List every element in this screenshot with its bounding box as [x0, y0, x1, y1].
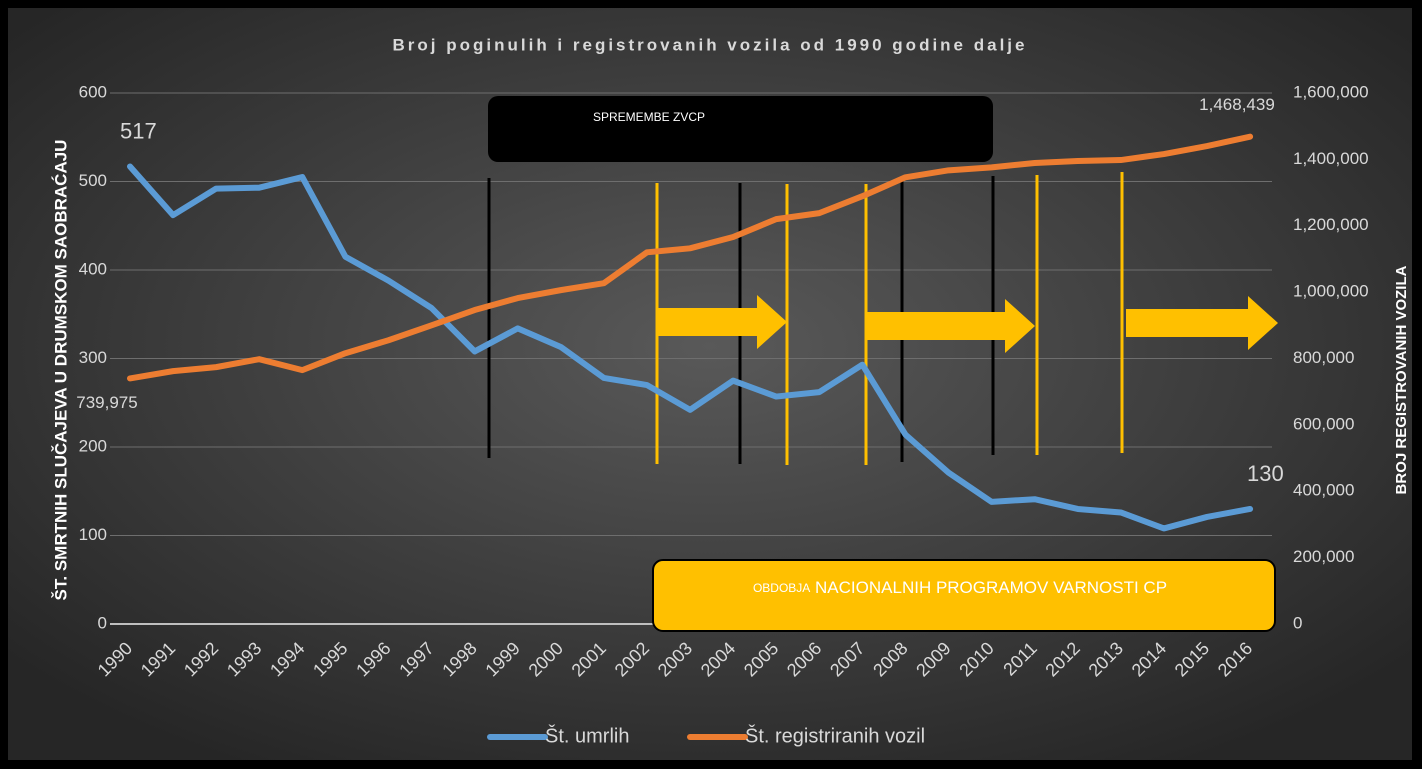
periods-label: OBDOBJA NACIONALNIH PROGRAMOV VARNOSTI C… [753, 578, 1167, 597]
legend-label: Št. registriranih vozil [745, 724, 925, 747]
data-label: 739,975 [76, 393, 137, 412]
y-tick-label: 200 [79, 436, 107, 455]
data-label: 130 [1247, 461, 1284, 486]
y-tick-label: 400 [79, 259, 107, 278]
arrow [658, 295, 787, 349]
data-label: 1,468,439 [1199, 95, 1275, 114]
y-tick-label: 500 [79, 171, 107, 190]
y-tick-label: 600 [79, 82, 107, 101]
arrow [1126, 296, 1278, 350]
legend-label: Št. umrlih [545, 724, 629, 747]
series-line [127, 133, 1254, 382]
y-tick-label: 0 [98, 613, 107, 632]
program-lines [655, 172, 1124, 465]
chart-title: Broj poginulih i registrovanih vozila od… [393, 35, 1028, 54]
y2-tick-label: 400,000 [1293, 481, 1354, 500]
decorations: SPREMEMBE ZVCP [487, 96, 1278, 465]
y-tick-label: 100 [79, 525, 107, 544]
changes-box [488, 96, 993, 162]
y2-tick-label: 800,000 [1293, 348, 1354, 367]
y2-tick-label: 600,000 [1293, 414, 1354, 433]
plot-front: 517 130 739,975 1,468,439 Št. umrlih Št. regi… [76, 95, 1283, 747]
y2-tick-label: 1,600,000 [1293, 82, 1369, 101]
series-line [127, 163, 1254, 532]
y-axis-title: ŠT. SMRTNIH SLUČAJEVA U DRUMSKOM SAOBRAĆ… [51, 140, 70, 601]
y2-tick-label: 1,200,000 [1293, 215, 1369, 234]
y2-axis-title: BROJ REGISTROVANIH VOZILA [1393, 265, 1410, 494]
y-tick-label: 300 [79, 348, 107, 367]
y2-tick-label: 1,400,000 [1293, 149, 1369, 168]
changes-label: SPREMEMBE ZVCP [593, 110, 705, 124]
periods-small: OBDOBJA [753, 581, 810, 595]
data-label: 517 [120, 118, 157, 143]
periods-box [652, 559, 1276, 632]
y2-tick-label: 0 [1293, 613, 1302, 632]
y2-tick-label: 1,000,000 [1293, 282, 1369, 301]
arrow [867, 299, 1035, 353]
arrows [658, 295, 1278, 353]
y2-tick-label: 200,000 [1293, 547, 1354, 566]
periods-main: NACIONALNIH PROGRAMOV VARNOSTI CP [815, 578, 1167, 597]
